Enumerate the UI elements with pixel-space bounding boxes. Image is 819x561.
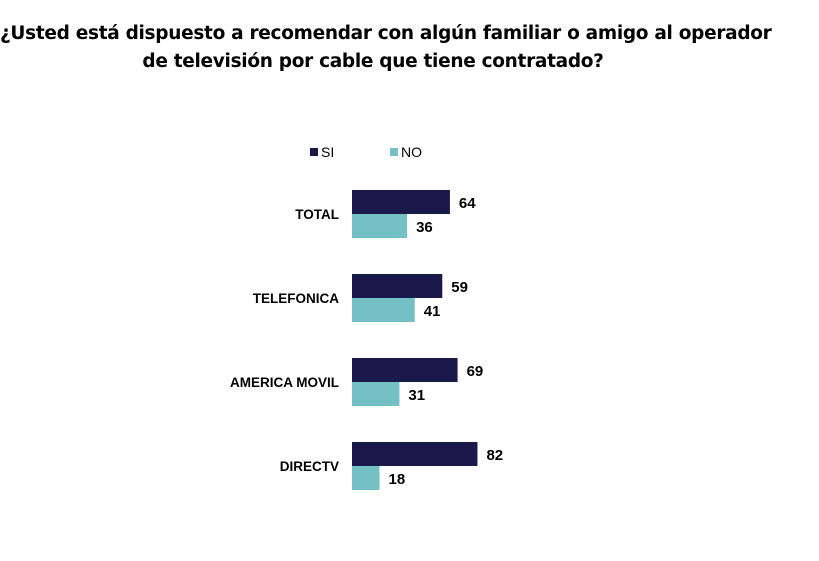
bar-america-movil-si — [352, 358, 458, 382]
category-label-telefonica: TELEFONICA — [253, 291, 339, 306]
bar-telefonica-no — [352, 298, 415, 322]
data-label-telefonica-no: 41 — [424, 303, 441, 320]
chart-title-line-1: ¿Usted está dispuesto a recomendar con a… — [0, 23, 772, 44]
bar-directv-si — [352, 442, 478, 466]
chart-title-line-2: de televisión por cable que tiene contra… — [142, 51, 604, 72]
data-label-america-movil-no: 31 — [408, 387, 425, 404]
chart-title: ¿Usted está dispuesto a recomendar con a… — [0, 20, 772, 76]
bar-telefonica-si — [352, 274, 443, 298]
data-label-telefonica-si: 59 — [451, 279, 468, 296]
legend-swatch-no — [390, 148, 398, 156]
category-label-america-movil: AMERICA MOVIL — [230, 375, 339, 390]
data-label-total-no: 36 — [416, 219, 433, 236]
legend-label-si: SI — [321, 144, 335, 160]
legend-label-no: NO — [401, 144, 422, 160]
bar-total-si — [352, 190, 450, 214]
data-label-directv-no: 18 — [389, 471, 406, 488]
legend-item-no: NO — [390, 144, 422, 160]
data-label-america-movil-si: 69 — [467, 363, 484, 380]
bar-directv-no — [352, 466, 380, 490]
bar-total-no — [352, 214, 408, 238]
category-label-directv: DIRECTV — [280, 459, 339, 474]
data-label-total-si: 64 — [459, 195, 476, 212]
legend-item-si: SI — [310, 144, 334, 160]
category-label-total: TOTAL — [295, 207, 339, 222]
legend-swatch-si — [310, 148, 318, 156]
data-label-directv-si: 82 — [486, 447, 503, 464]
bar-america-movil-no — [352, 382, 400, 406]
